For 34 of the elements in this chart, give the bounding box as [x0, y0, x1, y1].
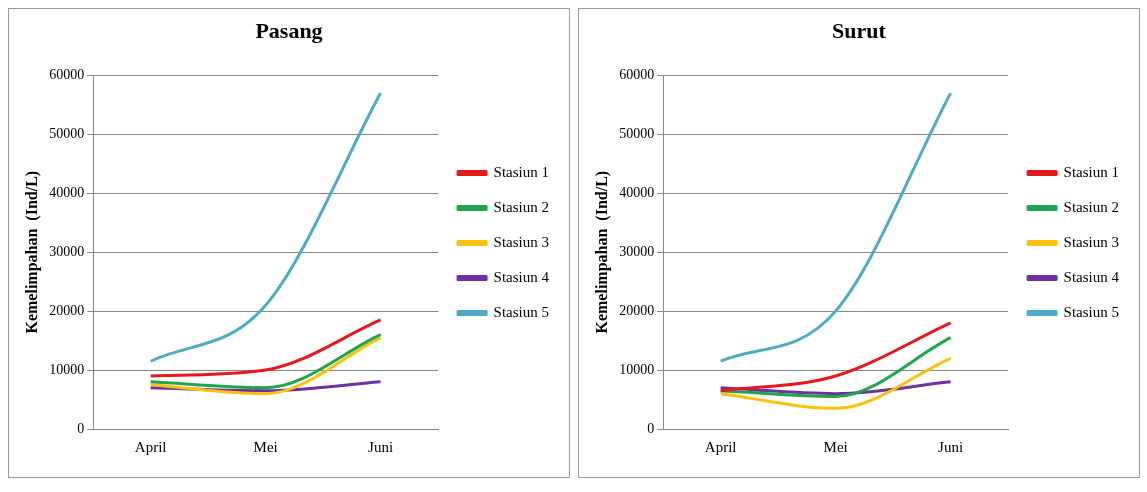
legend-label: Stasiun 5: [493, 303, 550, 320]
y-tick-label: 30000: [49, 243, 85, 259]
chart-title: Pasang: [255, 17, 323, 43]
legend-label: Stasiun 2: [493, 198, 550, 215]
y-tick-label: 10000: [619, 361, 655, 377]
y-tick-label: 0: [77, 420, 85, 436]
y-tick-label: 40000: [619, 184, 655, 200]
y-tick-label: 0: [647, 420, 655, 436]
y-tick-label: 30000: [619, 243, 655, 259]
y-tick-label: 40000: [49, 184, 85, 200]
x-tick-label: April: [134, 438, 167, 455]
y-tick-label: 50000: [619, 126, 655, 142]
y-tick-label: 20000: [619, 302, 655, 318]
legend-label: Stasiun 2: [1063, 198, 1120, 215]
y-axis-title: Kemelimpahan (Ind/L): [592, 170, 611, 334]
legend-label: Stasiun 3: [1063, 233, 1120, 250]
y-tick-label: 20000: [49, 302, 85, 318]
legend-label: Stasiun 4: [1063, 268, 1120, 285]
y-tick-label: 60000: [619, 67, 655, 83]
x-tick-label: April: [704, 438, 737, 455]
y-tick-label: 60000: [49, 67, 85, 83]
x-tick-label: Mei: [253, 438, 278, 455]
legend-label: Stasiun 1: [1063, 163, 1120, 180]
legend-label: Stasiun 5: [1063, 303, 1120, 320]
y-axis-title: Kemelimpahan (Ind/L): [22, 170, 41, 334]
chart-title: Surut: [832, 17, 887, 43]
legend-label: Stasiun 4: [493, 268, 550, 285]
x-tick-label: Juni: [368, 438, 394, 455]
legend-label: Stasiun 3: [493, 233, 550, 250]
x-tick-label: Juni: [938, 438, 964, 455]
y-tick-label: 50000: [49, 126, 85, 142]
legend-label: Stasiun 1: [493, 163, 550, 180]
x-tick-label: Mei: [823, 438, 848, 455]
y-tick-label: 10000: [49, 361, 85, 377]
